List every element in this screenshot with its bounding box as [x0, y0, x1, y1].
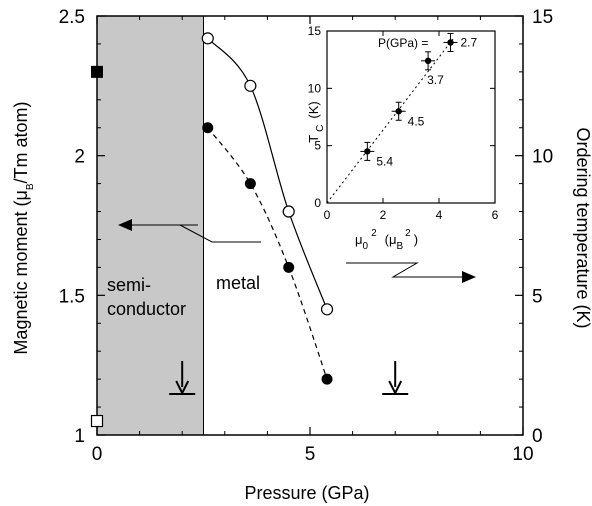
inset-point [395, 108, 402, 115]
filled-circle-point [202, 122, 214, 134]
y-right-tick-label: 15 [532, 7, 553, 28]
inset-y-title-main: T [306, 135, 321, 143]
inset-y-tick-label: 0 [314, 196, 321, 210]
main-data-points [90, 32, 334, 428]
inset-y-tick-label: 15 [308, 24, 322, 38]
x-tick-label: 0 [92, 444, 103, 465]
inset-point [424, 57, 432, 65]
inset-x-tick-label: 4 [436, 208, 443, 222]
inset-y-title-unit: (K) [306, 101, 321, 118]
filled-circle-point [283, 261, 295, 273]
open-series-curve [207, 37, 328, 310]
main-tick-labels: 0 5 10 1 1.5 2 2.5 0 5 10 15 [59, 7, 554, 465]
inset-y-tick-label: 5 [314, 139, 321, 153]
inset-ticks [326, 30, 496, 204]
open-circle-point [282, 205, 295, 218]
inset-frame [326, 30, 496, 204]
filled-series-curve [207, 127, 328, 380]
x-tick-label: 5 [305, 444, 316, 465]
y-left-tick-label: 2.5 [59, 7, 85, 28]
inset-point [447, 39, 454, 46]
left-axis-arrowhead [118, 219, 132, 231]
inset-point-label: 3.7 [427, 73, 444, 87]
x-tick-label: 10 [512, 444, 533, 465]
inset-x-tick-label: 0 [324, 208, 331, 222]
open-square-point [90, 414, 104, 428]
open-circle-point [244, 79, 257, 92]
main-annotations [118, 219, 476, 396]
y-axis-left-title-group: Magnetic moment (μB/Tm atom) [11, 101, 36, 354]
svg-text:TC(K): TC (K) [306, 101, 326, 143]
open-circle-point [320, 303, 334, 316]
y-left-tick-label: 1.5 [59, 286, 85, 307]
y-left-tick-label: 2 [74, 147, 85, 168]
filled-circle-point [321, 373, 333, 385]
inset-y-title-sub: C [315, 125, 326, 132]
open-circle-point [201, 32, 214, 45]
y-right-tick-label: 10 [532, 147, 553, 168]
y-axis-left-title: Magnetic moment (μB/Tm atom) [11, 101, 36, 354]
inset-data-points: 5.4 4.5 3.7 2.7 [360, 32, 477, 168]
inset-legend-title: P(GPa) = [378, 36, 428, 50]
inset-x-tick-label: 6 [492, 208, 499, 222]
filled-circle-point [244, 178, 256, 190]
inset-x-tick-label: 2 [380, 208, 387, 222]
x-axis-title: Pressure (GPa) [244, 483, 369, 503]
inset-point-label: 5.4 [376, 154, 393, 168]
inset-point [364, 148, 371, 155]
y-axis-right-title: Ordering temperature (K) [573, 127, 592, 328]
metal-label: metal [216, 273, 260, 293]
semiconductor-label-line2: conductor [107, 299, 186, 319]
inset-point-label: 4.5 [408, 114, 425, 128]
inset-chart: 0 2 4 6 0 5 10 15 5.4 4.5 3.7 2.7 P(GPa) = TC (K) μ… [306, 24, 499, 252]
y-axis-right-title-group: Ordering temperature (K) [573, 127, 592, 328]
y-left-tick-label: 1 [74, 426, 85, 447]
inset-x-title: μ02 (μB2) [355, 228, 418, 252]
right-axis-arrow-line [346, 262, 470, 278]
inset-frame-rect [326, 30, 496, 204]
y-right-tick-label: 0 [532, 426, 543, 447]
main-fit-curves [207, 37, 328, 380]
left-axis-arrow-line [122, 224, 261, 243]
inset-point-label: 2.7 [460, 35, 477, 49]
inset-y-tick-label: 10 [308, 81, 322, 95]
inset-tick-labels: 0 2 4 6 0 5 10 15 [308, 24, 499, 222]
semiconductor-label-line1: semi- [107, 275, 151, 295]
right-axis-arrowhead [462, 271, 476, 283]
y-right-tick-label: 5 [532, 286, 543, 307]
filled-square-point [91, 65, 103, 78]
inset-y-title-group: TC (K) [306, 101, 326, 143]
main-axis-ticks [96, 15, 524, 436]
